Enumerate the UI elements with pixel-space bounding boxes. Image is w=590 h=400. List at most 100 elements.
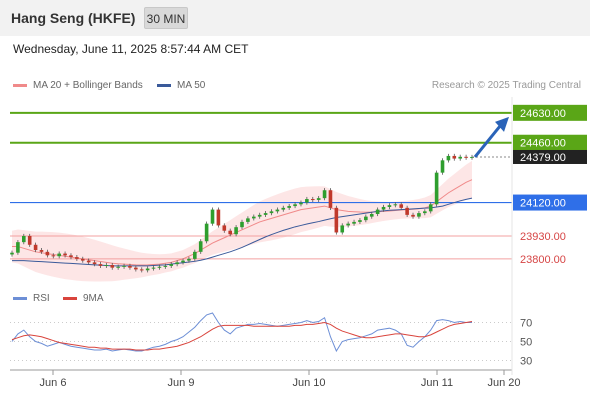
candle-body — [169, 264, 174, 266]
candle-body — [128, 265, 132, 268]
legend-rsi-ma: 9MA — [63, 293, 104, 304]
candle-body — [434, 172, 439, 205]
candle-body — [334, 207, 339, 233]
candle-body — [21, 235, 26, 243]
candle-body — [75, 257, 79, 259]
candle-body — [263, 213, 268, 215]
candle-body — [204, 223, 209, 242]
level-label-4: 23800.00 — [520, 254, 566, 266]
candle-body — [228, 230, 233, 235]
candle-body — [33, 244, 38, 251]
candle-body — [364, 216, 368, 221]
candle-body — [358, 220, 362, 222]
legend-ma50: MA 50 — [157, 80, 205, 91]
candle-body — [281, 207, 286, 210]
candle-body — [234, 227, 238, 235]
candle-body — [369, 213, 374, 217]
candle-body — [246, 218, 250, 222]
candle-body — [139, 269, 144, 271]
candle-body — [328, 190, 333, 208]
rsi-ma-swatch — [63, 296, 77, 300]
rsi-tick-0: 70 — [520, 318, 532, 330]
candle-body — [381, 206, 386, 210]
legend-ma20: MA 20 + Bollinger Bands — [13, 80, 143, 91]
x-tick-label-4: Jun 20 — [487, 377, 520, 389]
candle-body — [63, 253, 67, 256]
level-label-2-bg — [513, 194, 587, 211]
candle-body — [269, 211, 274, 214]
rsi-ma-line — [11, 321, 473, 351]
timeframe-button[interactable]: 30 MIN — [144, 7, 188, 29]
candle-body — [310, 199, 315, 201]
header-bar: Hang Seng (HKFE) 30 MIN — [0, 0, 590, 36]
candle-body — [428, 204, 433, 212]
forecast-arrow-head — [495, 116, 509, 132]
candle-body — [393, 204, 398, 206]
candle-body — [411, 214, 415, 217]
candle-body — [104, 265, 109, 267]
candle-body — [69, 255, 73, 258]
candle-body — [240, 221, 244, 228]
x-tick-label-2: Jun 10 — [292, 377, 325, 389]
candle-body — [305, 199, 309, 203]
candle-body — [134, 267, 138, 270]
candle-body — [187, 258, 191, 261]
ma50-swatch — [157, 83, 171, 87]
candle-body — [27, 235, 32, 245]
candle-body — [423, 211, 427, 214]
legend-rsi-ma-label: 9MA — [83, 293, 104, 304]
candle-body — [116, 266, 120, 268]
candle-body — [464, 156, 468, 158]
credit-text: Research © 2025 Trading Central — [431, 80, 581, 91]
candles-group — [10, 153, 474, 273]
current-price-label-bg — [513, 149, 587, 164]
candle-body — [440, 160, 445, 173]
candle-body — [198, 241, 203, 252]
candle-body — [175, 262, 179, 265]
candle-body — [452, 155, 457, 159]
candle-body — [193, 251, 197, 259]
current-price-label: 24379.00 — [520, 152, 566, 164]
level-label-3: 23930.00 — [520, 231, 566, 243]
candle-body — [86, 260, 91, 263]
legend-ma50-label: MA 50 — [177, 80, 206, 91]
ma20-swatch — [13, 83, 27, 87]
candle-body — [299, 202, 303, 205]
candle-body — [251, 216, 256, 219]
rsi-line — [11, 312, 472, 353]
candle-body — [405, 207, 409, 215]
candle-body — [216, 209, 221, 226]
candle-body — [92, 262, 97, 265]
level-label-0-bg — [513, 104, 587, 121]
candle-body — [346, 223, 350, 226]
timestamp: Wednesday, June 11, 2025 8:57:44 AM CET — [13, 42, 249, 56]
level-label-1: 24460.00 — [520, 138, 566, 150]
candle-body — [57, 253, 61, 257]
candle-body — [51, 255, 56, 257]
candle-body — [39, 250, 44, 252]
level-label-2: 24120.00 — [520, 198, 566, 210]
candle-body — [157, 266, 162, 268]
level-label-0: 24630.00 — [520, 108, 566, 120]
instrument-title: Hang Seng (HKFE) — [11, 10, 136, 26]
rsi-tick-2: 30 — [520, 356, 532, 368]
x-tick-label-0: Jun 6 — [40, 377, 67, 389]
candle-body — [98, 264, 103, 266]
candle-body — [110, 265, 115, 268]
forecast-arrow-shaft — [473, 123, 503, 158]
candle-body — [10, 252, 14, 255]
candle-body — [45, 251, 50, 256]
candle-body — [80, 258, 85, 261]
candle-body — [222, 225, 227, 231]
candle-body — [458, 156, 463, 159]
rsi-swatch — [13, 296, 27, 300]
candle-body — [257, 214, 262, 217]
candle-body — [16, 242, 20, 253]
legend-rsi: RSI — [13, 293, 50, 304]
legend-ma20-label: MA 20 + Bollinger Bands — [33, 80, 143, 91]
candle-body — [122, 265, 126, 267]
candle-body — [181, 260, 185, 263]
candle-body — [275, 209, 280, 212]
candle-body — [210, 209, 215, 224]
